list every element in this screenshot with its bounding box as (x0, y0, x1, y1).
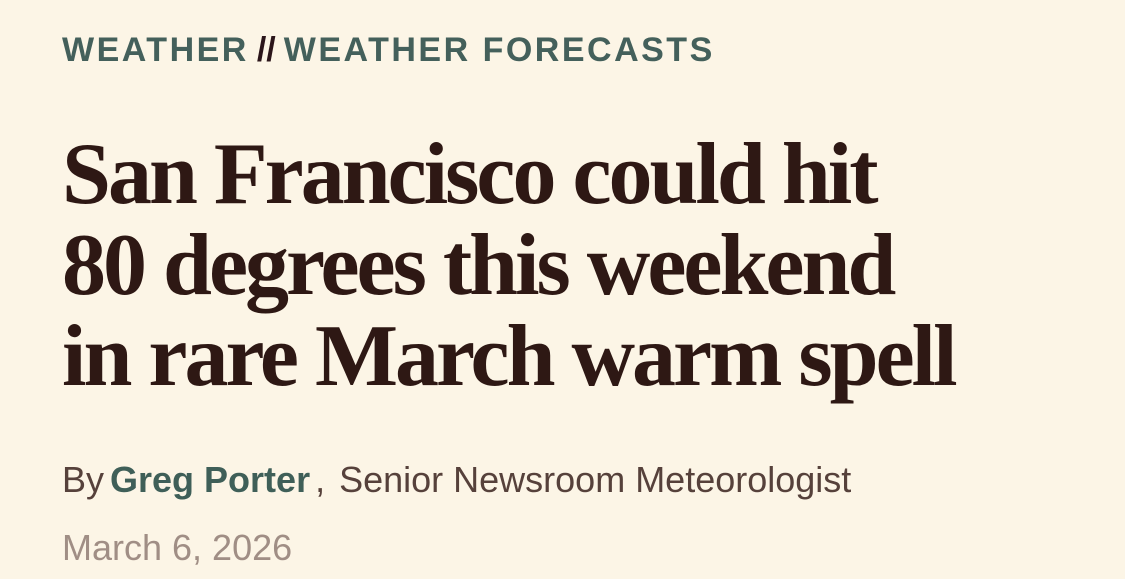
headline-line-1: San Francisco could hit (62, 126, 879, 223)
article-headline: San Francisco could hit 80 degrees this … (62, 129, 1063, 402)
byline: By Greg Porter, Senior Newsroom Meteorolog… (62, 458, 1063, 501)
breadcrumb: WEATHER//WEATHER FORECASTS (62, 33, 1063, 67)
breadcrumb-section-link[interactable]: WEATHER (62, 31, 249, 69)
byline-prefix: By (62, 459, 105, 500)
breadcrumb-separator: // (256, 31, 276, 69)
author-link[interactable]: Greg Porter (110, 459, 311, 500)
headline-line-2: 80 degrees this weekend (62, 217, 896, 314)
author-job-title: Senior Newsroom Meteorologist (339, 459, 852, 500)
publish-date: March 6, 2026 (62, 527, 293, 568)
breadcrumb-subsection-link[interactable]: WEATHER FORECASTS (283, 31, 715, 69)
headline-line-3: in rare March warm spell (62, 308, 958, 405)
byline-comma: , (315, 459, 326, 500)
